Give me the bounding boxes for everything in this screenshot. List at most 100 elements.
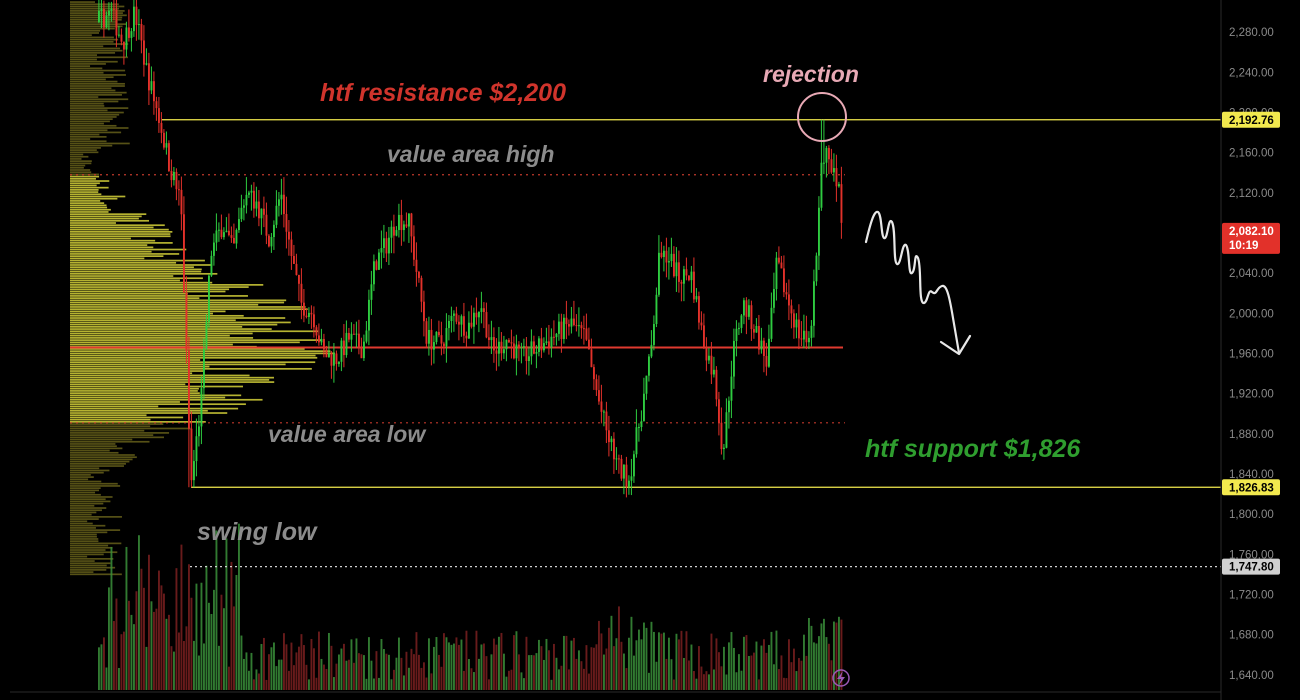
volume-bar [325, 669, 328, 690]
profile-bar [70, 390, 198, 392]
profile-bar [70, 513, 92, 516]
candle-down [593, 367, 595, 380]
candle-up [205, 322, 208, 349]
profile-bar [70, 131, 122, 134]
volume-bar [723, 646, 725, 690]
volume-bar [390, 679, 393, 690]
volume-bar [273, 642, 275, 690]
candle-up [433, 342, 435, 350]
profile-bar [70, 332, 253, 335]
volume-bar [158, 570, 160, 690]
profile-bar [70, 244, 148, 246]
volume-bar [683, 657, 685, 690]
profile-bar [70, 465, 124, 467]
volume-bar [753, 652, 755, 690]
price-axis[interactable]: 2,280.002,240.002,200.002,160.002,120.00… [10, 0, 1280, 700]
volume-bar [155, 608, 158, 690]
lightning-bolt-icon[interactable] [832, 669, 850, 687]
candle-down [163, 132, 165, 148]
volume-bar [185, 626, 188, 690]
profile-bar [70, 299, 287, 302]
volume-bar [563, 635, 565, 690]
profile-bar [70, 257, 145, 260]
candle-up [670, 253, 673, 262]
profile-bar [70, 571, 94, 573]
candle-down [483, 308, 485, 313]
volume-bar [715, 638, 718, 690]
volume-bar [598, 620, 600, 690]
price-levels [70, 119, 1221, 568]
profile-bar [70, 76, 114, 79]
volume-bar [230, 561, 233, 690]
profile-bar [70, 379, 270, 381]
profile-bar [70, 330, 319, 333]
price-tick-label: 1,680.00 [1229, 630, 1274, 642]
profile-bar [70, 482, 118, 485]
profile-bar [70, 25, 123, 28]
candle-up [563, 317, 565, 339]
volume-bar [840, 619, 843, 690]
profile-bar [70, 458, 133, 461]
candle-up [555, 333, 558, 338]
profile-bar [70, 507, 107, 509]
volume-bar [640, 639, 643, 690]
candle-up [635, 427, 638, 455]
candle-down [283, 194, 285, 215]
profile-bar [70, 449, 110, 452]
volume-bar [580, 661, 583, 690]
candle-up [748, 305, 750, 317]
htf-resistance-label: htf resistance $2,200 [320, 79, 566, 107]
candle-up [105, 15, 108, 28]
candle-up [653, 324, 655, 345]
candle-up [198, 426, 200, 437]
profile-bar [70, 502, 104, 505]
candle-up [403, 224, 405, 231]
candle-down [400, 214, 403, 231]
profile-bar [70, 5, 125, 8]
candle-up [138, 24, 140, 26]
volume-bar [310, 638, 313, 690]
volume-bar [150, 601, 153, 690]
profile-bar [70, 171, 92, 174]
candle-down [438, 331, 440, 336]
volume-bar [688, 660, 690, 690]
profile-bar [70, 341, 300, 344]
candle-down [170, 170, 173, 181]
profile-bar [70, 158, 82, 160]
candle-up [133, 6, 135, 32]
profile-bar [70, 105, 105, 107]
profile-bar [70, 261, 177, 264]
candle-up [273, 224, 275, 238]
profile-bar [70, 451, 119, 454]
profile-bar [70, 485, 121, 487]
profile-bar [70, 189, 99, 191]
profile-bar [70, 418, 151, 421]
profile-bar [70, 560, 95, 562]
volume-bar [393, 669, 395, 690]
volume-bar [623, 653, 625, 690]
volume-bar [788, 639, 790, 690]
volume-bar [695, 678, 698, 690]
volume-bar [720, 666, 723, 690]
volume-bar [138, 535, 140, 690]
candle-up [515, 344, 518, 359]
volume-bar [338, 654, 340, 690]
candle-down [753, 329, 755, 333]
candle-down [508, 339, 510, 343]
volume-bar [808, 617, 810, 690]
profile-bar [70, 195, 126, 198]
volume-bar [630, 616, 633, 690]
profile-bar [70, 549, 106, 551]
candle-down [783, 268, 785, 293]
profile-bar [70, 392, 200, 394]
candle-down [318, 335, 320, 343]
profile-bar [70, 109, 108, 112]
volume-bar [263, 637, 265, 690]
candle-down [103, 9, 105, 28]
price-tick-label: 1,760.00 [1229, 549, 1274, 561]
candle-down [750, 305, 753, 330]
candle-up [460, 316, 463, 325]
candle-down [335, 353, 338, 365]
candle-down [180, 189, 183, 215]
